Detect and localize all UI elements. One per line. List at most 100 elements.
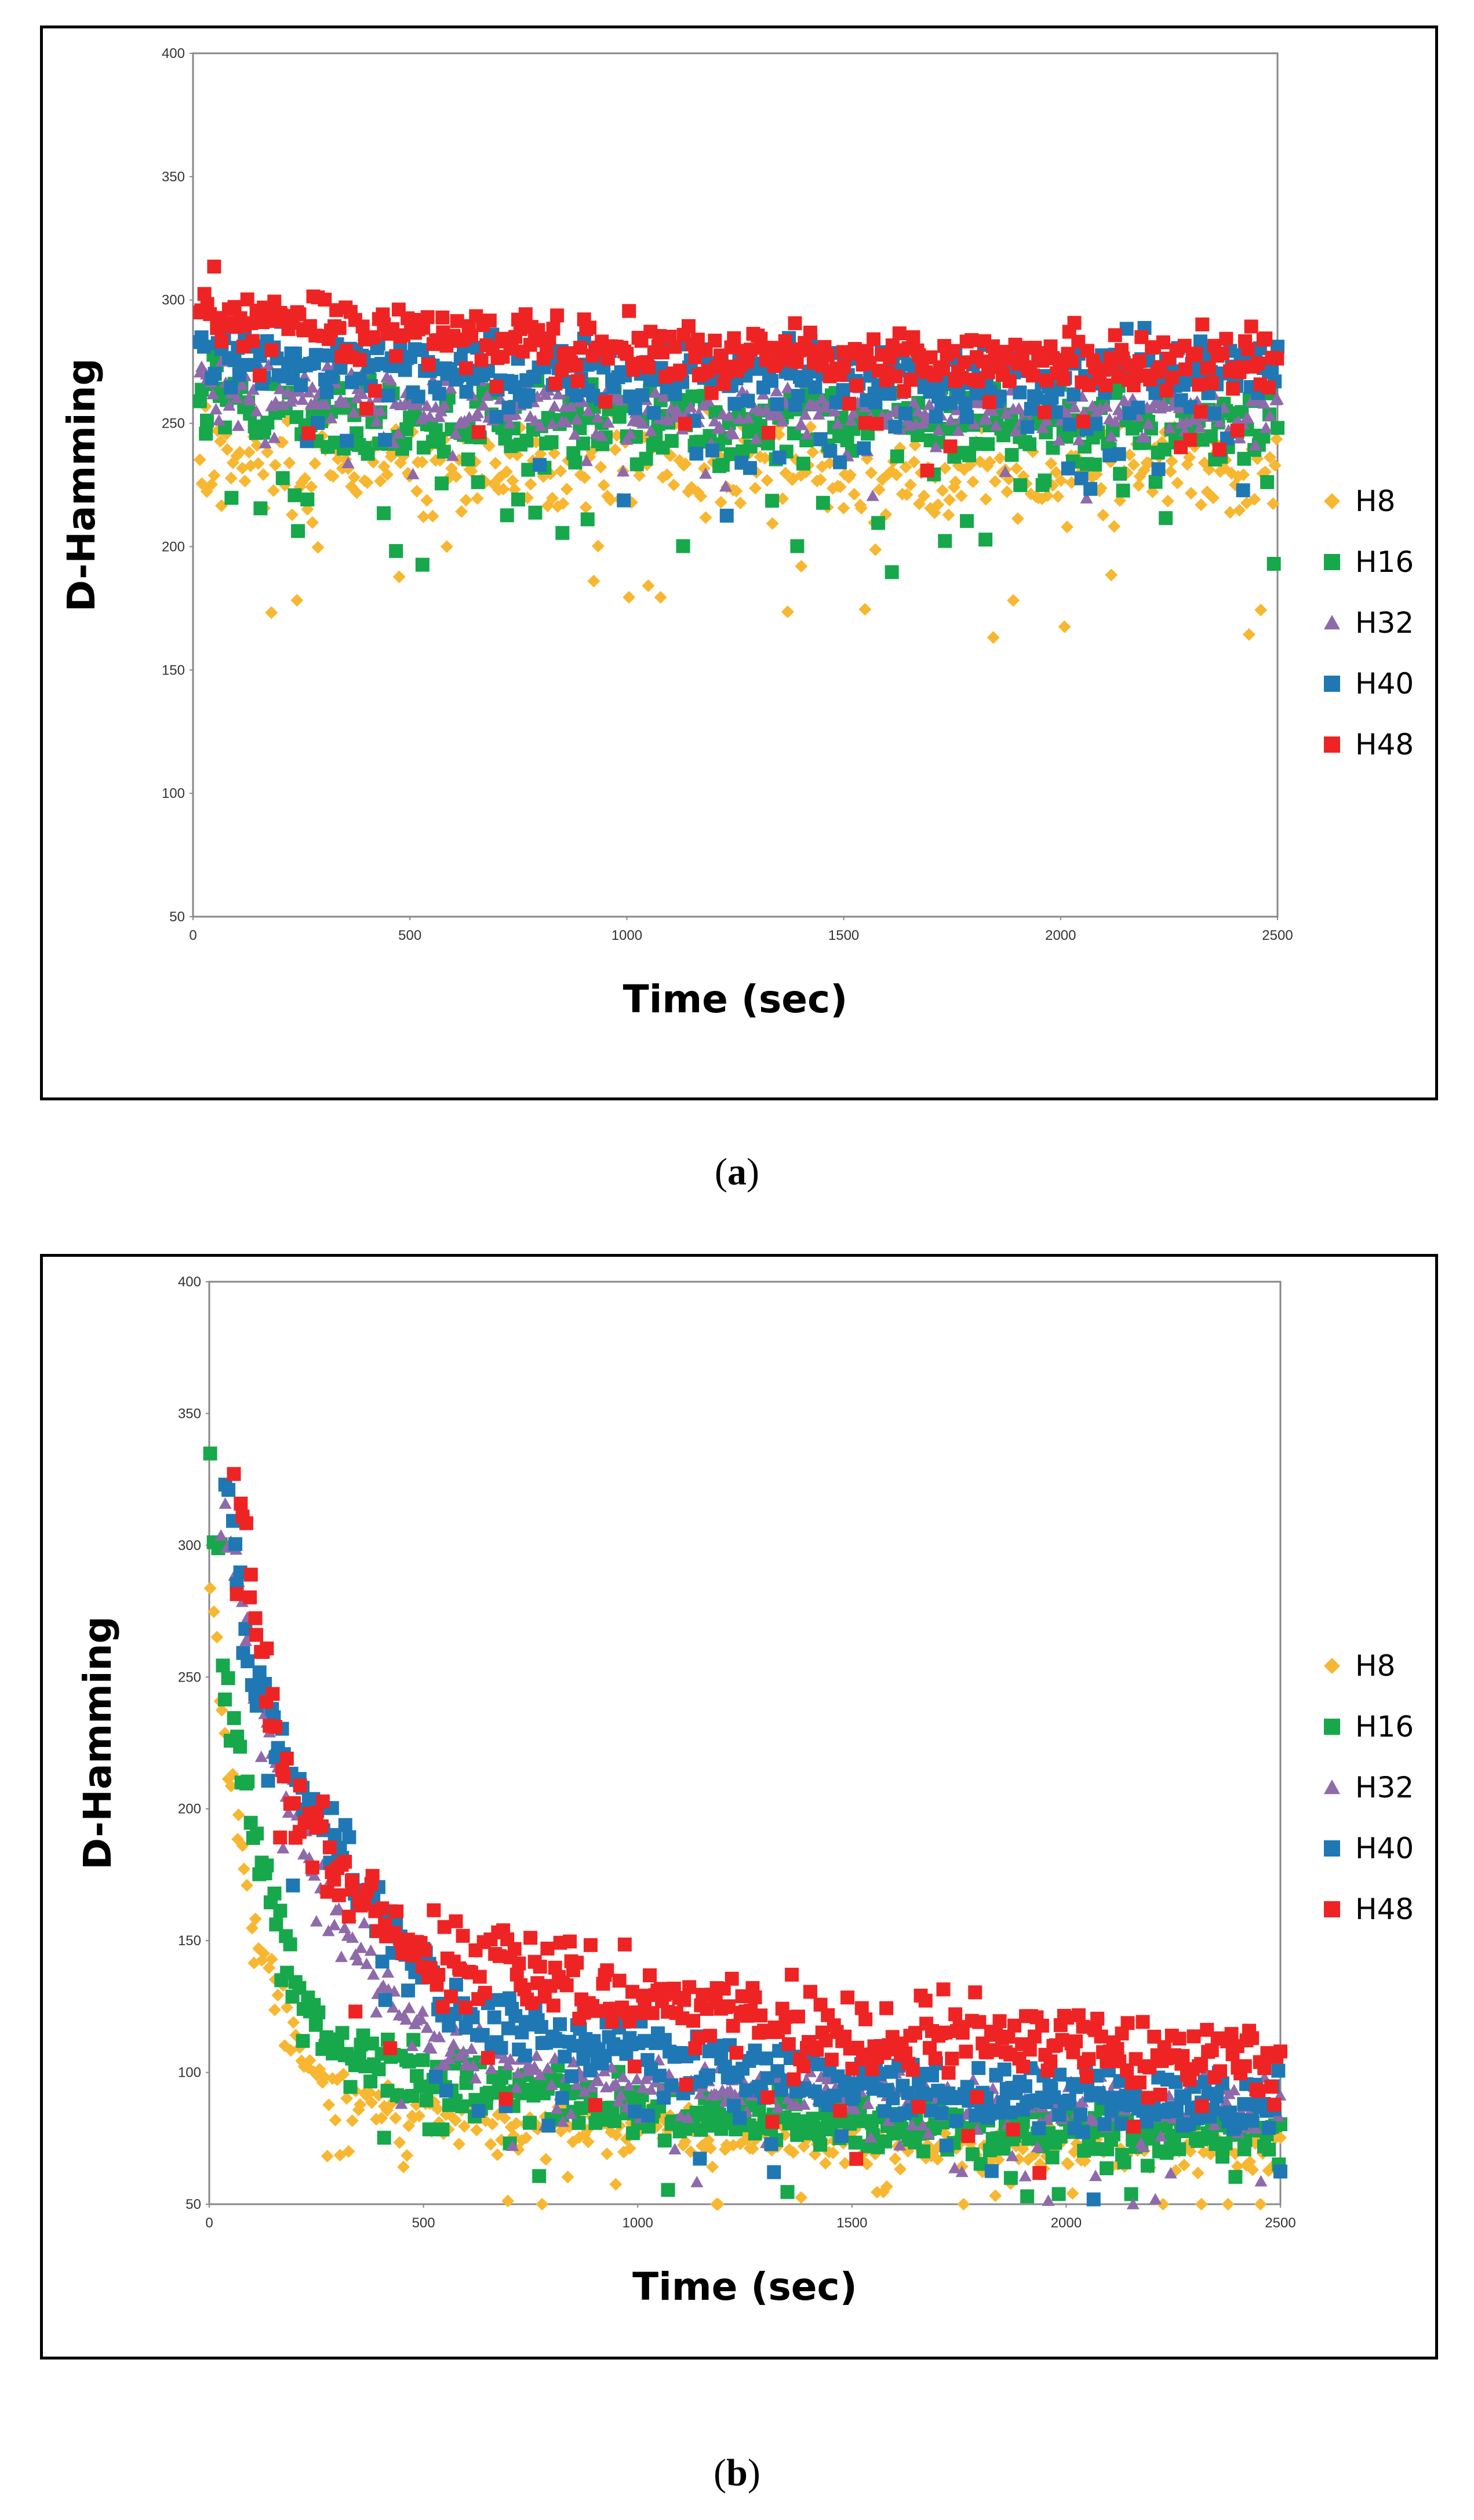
point-h8	[1061, 520, 1074, 534]
point-h8	[993, 451, 1007, 465]
legend-label-h48: H48	[1355, 728, 1414, 761]
point-h8	[1184, 2145, 1197, 2158]
point-h8	[207, 1605, 220, 1618]
point-h32	[485, 2062, 498, 2074]
y-tick-label: 50	[185, 2197, 201, 2212]
point-h40	[770, 397, 784, 411]
point-h48	[287, 1796, 301, 1810]
x-tick-label: 1500	[828, 928, 859, 943]
y-tick-label: 400	[162, 46, 185, 61]
point-h48	[260, 1641, 274, 1655]
point-h8	[560, 483, 573, 496]
point-h48	[1195, 317, 1210, 331]
point-h32	[861, 2097, 875, 2109]
point-h40	[1245, 2114, 1260, 2128]
point-h48	[1267, 2098, 1282, 2112]
point-h8	[506, 474, 519, 487]
point-h8	[988, 475, 1002, 488]
point-h40	[759, 2051, 773, 2066]
point-h8	[760, 474, 774, 487]
point-h48	[1006, 2123, 1020, 2137]
x-tick-label: 1000	[623, 2215, 653, 2231]
point-h32	[709, 2088, 723, 2100]
point-h32	[334, 1950, 348, 1963]
point-h32	[286, 392, 300, 404]
point-h48	[550, 308, 565, 323]
point-h48	[787, 2072, 801, 2087]
point-h40	[1062, 417, 1077, 432]
point-h8	[1254, 603, 1268, 617]
point-h16	[402, 2054, 416, 2069]
point-h40	[569, 388, 584, 403]
point-h40	[772, 450, 787, 465]
point-h32	[812, 408, 825, 420]
point-h32	[529, 414, 542, 426]
point-h48	[920, 464, 934, 478]
point-h8	[240, 1879, 253, 1892]
point-h32	[999, 407, 1013, 419]
point-h8	[276, 436, 289, 449]
point-h40	[1029, 391, 1044, 405]
point-h32	[580, 454, 593, 466]
point-h32	[799, 408, 812, 420]
point-h48	[546, 322, 561, 336]
point-h8	[1123, 448, 1136, 462]
point-h8	[363, 2086, 377, 2099]
point-h16	[790, 539, 805, 553]
y-axis-title: D-Hamming	[59, 358, 104, 612]
point-h32	[999, 465, 1012, 477]
point-h8	[704, 2142, 717, 2155]
point-h16	[253, 501, 268, 516]
point-h16	[1045, 2150, 1060, 2165]
point-h8	[1274, 2131, 1287, 2145]
point-h48	[540, 345, 554, 360]
point-h48	[427, 1903, 441, 1917]
point-h8	[931, 498, 945, 512]
point-h8	[283, 456, 296, 469]
point-h8	[1049, 466, 1062, 479]
point-h8	[660, 468, 674, 482]
point-h48	[1090, 2011, 1105, 2026]
point-h32	[231, 419, 245, 431]
point-h40	[836, 383, 850, 397]
point-h40	[719, 508, 734, 523]
point-h40	[1089, 417, 1103, 431]
point-h32	[828, 404, 841, 417]
point-h48	[679, 2077, 693, 2092]
point-h48	[961, 2129, 976, 2143]
point-h32	[469, 2072, 482, 2084]
point-h32	[444, 2045, 457, 2057]
point-h48	[268, 1720, 283, 1734]
point-h40	[668, 386, 682, 401]
point-h32	[548, 400, 561, 412]
point-h40	[868, 395, 883, 410]
point-h48	[507, 1942, 522, 1956]
point-h8	[392, 570, 406, 583]
point-h48	[1219, 331, 1233, 346]
point-h48	[708, 333, 722, 348]
point-h40	[1018, 2079, 1032, 2094]
point-h48	[858, 2012, 873, 2026]
point-h16	[960, 514, 974, 528]
point-h48	[892, 326, 907, 341]
point-h48	[390, 1904, 404, 1919]
point-h48	[458, 361, 473, 375]
point-h40	[635, 388, 650, 403]
point-h48	[1110, 2042, 1124, 2056]
point-h8	[711, 2198, 725, 2211]
point-h16	[765, 494, 780, 508]
point-h16	[250, 1826, 264, 1841]
point-h48	[332, 1888, 346, 1902]
point-h8	[268, 458, 282, 472]
point-h8	[899, 461, 912, 474]
legend-label-h48: H48	[1355, 1892, 1414, 1926]
point-h40	[847, 2088, 861, 2103]
point-h48	[1238, 2059, 1252, 2073]
point-h16	[260, 1858, 274, 1873]
y-tick-label: 100	[178, 2065, 201, 2081]
y-tick-label: 100	[162, 786, 185, 801]
point-h48	[796, 2059, 811, 2074]
y-tick-label: 250	[178, 1669, 201, 1685]
point-h8	[1207, 491, 1220, 505]
point-h8	[515, 2134, 529, 2147]
